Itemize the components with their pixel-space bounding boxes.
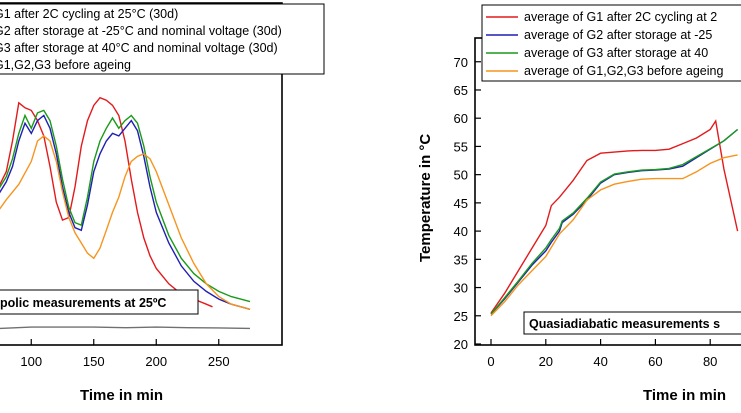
- right-y-tick-label-50: 50: [454, 168, 468, 183]
- left-series-group: [0, 96, 251, 330]
- right-series-line-3: [490, 128, 739, 315]
- left-annotation-box: [0, 289, 199, 315]
- left-legend-item-2: G2 after storage at -25°C and nominal vo…: [0, 24, 282, 38]
- left-legend-item-4: G1,G2,G3 before ageing: [0, 58, 131, 72]
- right-x-axis-label: Time in min: [643, 387, 726, 404]
- right-chart: 0 20 40 60 80 20 25 30 35 40 45 50 55 60 65 70 Time in …: [417, 4, 741, 404]
- right-y-tick-label-55: 55: [454, 139, 468, 154]
- left-legend-item-3: G3 after storage at 40°C and nominal vol…: [0, 41, 278, 55]
- right-annotation-text: Quasiadiabatic measurements s: [529, 317, 720, 331]
- right-y-tick-label-20: 20: [454, 337, 468, 352]
- right-legend-box: [481, 4, 741, 82]
- right-y-axis-label: Temperature in °C: [417, 134, 434, 262]
- left-series-line-1: [0, 96, 213, 308]
- right-axis-ticks: 0 20 40 60 80 20 25 30 35 40 45 50 55 60 65 70: [454, 55, 718, 369]
- right-y-tick-label-65: 65: [454, 83, 468, 98]
- right-legend-item-3: average of G3 after storage at 40: [524, 46, 708, 60]
- left-annotation-text: polic measurements at 25ºC: [0, 296, 166, 310]
- left-annotation: polic measurements at 25ºC: [0, 289, 199, 315]
- right-series-line-1: [490, 119, 739, 314]
- right-series-line-2: [490, 128, 739, 315]
- right-y-tick-label-60: 60: [454, 111, 468, 126]
- right-annotation: Quasiadiabatic measurements s: [523, 311, 741, 335]
- right-series-line-4: [490, 154, 738, 317]
- right-y-tick-label-35: 35: [454, 252, 468, 267]
- right-x-tick-label-80: 80: [703, 354, 717, 369]
- left-x-ticks: 100 150 200 250: [20, 339, 230, 369]
- left-legend-item-1: G1 after 2C cycling at 25°C (30d): [0, 7, 178, 21]
- left-legend: G1 after 2C cycling at 25°C (30d) G2 aft…: [0, 3, 325, 75]
- right-x-tick-label-60: 60: [648, 354, 662, 369]
- left-legend-box: [0, 3, 325, 75]
- right-legend: average of G1 after 2C cycling at 2 aver…: [481, 4, 741, 82]
- left-x-axis-label: Time in min: [80, 387, 163, 404]
- right-y-tick-label-30: 30: [454, 281, 468, 296]
- right-x-tick-label-0: 0: [487, 354, 494, 369]
- left-x-tick-label-250: 250: [208, 354, 230, 369]
- left-series-line-4: [0, 134, 251, 310]
- left-series-line-3: [0, 109, 251, 303]
- right-y-tick-label-40: 40: [454, 224, 468, 239]
- right-series-group: [490, 119, 739, 317]
- right-y-tick-label-25: 25: [454, 309, 468, 324]
- right-plot-frame: [474, 37, 741, 346]
- right-legend-item-4: average of G1,G2,G3 before ageing: [524, 64, 723, 78]
- left-x-tick-label-150: 150: [83, 354, 105, 369]
- right-x-tick-label-40: 40: [593, 354, 607, 369]
- right-x-tick-label-20: 20: [539, 354, 553, 369]
- left-x-tick-label-200: 200: [145, 354, 167, 369]
- right-y-tick-label-45: 45: [454, 196, 468, 211]
- left-chart: 100 150 200 250 Time in min G1 after 2C cyc…: [0, 2, 325, 404]
- right-legend-item-1: average of G1 after 2C cycling at 2: [524, 10, 717, 24]
- left-plot-frame: [0, 2, 283, 346]
- left-x-tick-label-100: 100: [20, 354, 42, 369]
- left-series-line-5: [0, 326, 251, 330]
- right-legend-item-2: average of G2 after storage at -25: [524, 28, 712, 42]
- left-series-line-2: [0, 114, 251, 310]
- right-y-tick-label-70: 70: [454, 55, 468, 70]
- right-annotation-box: [523, 311, 741, 335]
